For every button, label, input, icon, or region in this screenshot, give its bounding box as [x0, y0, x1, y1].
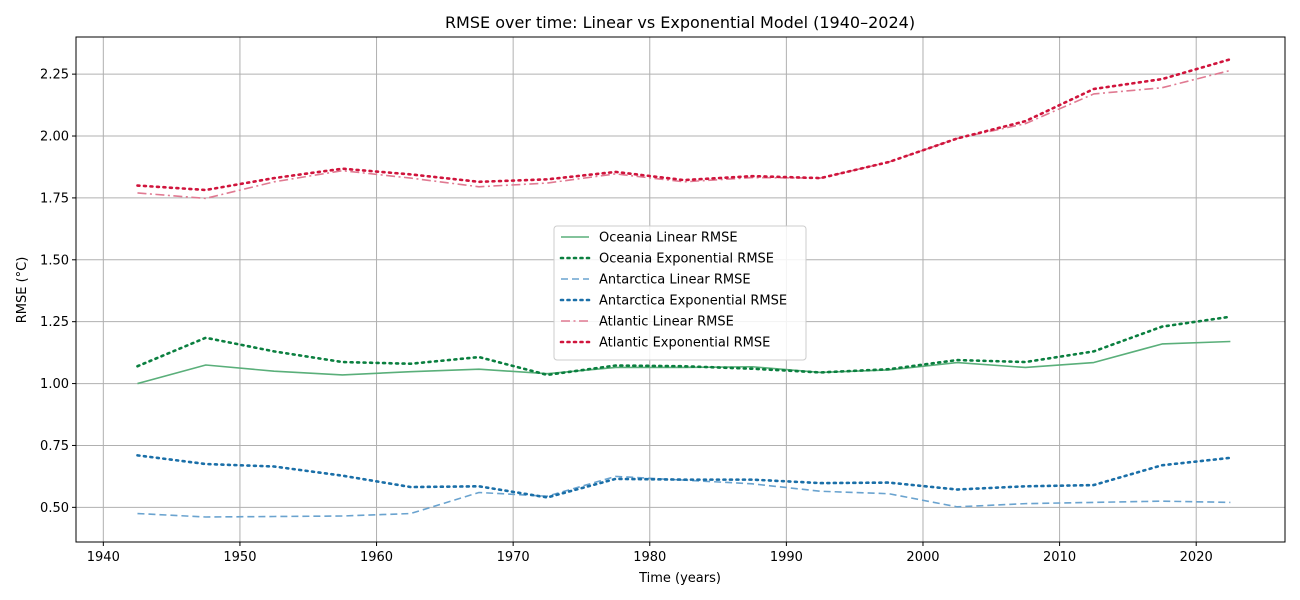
legend-entry-label: Oceania Linear RMSE	[599, 231, 738, 246]
y-axis-label: RMSE (°C)	[15, 257, 30, 324]
chart-title: RMSE over time: Linear vs Exponential Mo…	[445, 13, 915, 32]
y-tick-label: 2.25	[40, 68, 69, 83]
x-tick-label: 1950	[223, 550, 256, 565]
y-tick-label: 1.50	[40, 253, 69, 268]
series-line-5	[136, 57, 1232, 192]
y-tick-label: 0.75	[40, 439, 69, 454]
x-tick-label: 1990	[770, 550, 803, 565]
y-tick-label: 1.25	[40, 315, 69, 330]
x-tick-label: 1980	[633, 550, 666, 565]
series-line-1	[136, 315, 1232, 377]
y-axis-ticks: 0.50 0.75 1.00 1.25 1.50 1.75 2.00 2.25	[40, 68, 76, 516]
x-tick-label: 1970	[497, 550, 530, 565]
y-tick-label: 0.50	[40, 501, 69, 516]
x-tick-label: 2020	[1180, 550, 1213, 565]
legend-entry-label: Antarctica Linear RMSE	[599, 273, 751, 288]
legend-entry-label: Atlantic Linear RMSE	[599, 315, 734, 330]
x-tick-label: 1960	[360, 550, 393, 565]
y-tick-label: 1.75	[40, 191, 69, 206]
legend: Oceania Linear RMSE Oceania Exponential R…	[553, 225, 807, 361]
series-line-0	[137, 340, 1231, 385]
series-line-4	[137, 69, 1231, 200]
legend-entry-label: Antarctica Exponential RMSE	[599, 294, 787, 309]
x-axis-ticks: 1940 1950 1960 1970 1980 1990 2000 2010 2020	[87, 542, 1213, 565]
legend-entry-label: Atlantic Exponential RMSE	[599, 336, 770, 351]
series-line-3	[136, 454, 1232, 499]
x-tick-label: 2000	[906, 550, 939, 565]
x-axis-label: Time (years)	[638, 571, 721, 586]
x-tick-label: 2010	[1043, 550, 1076, 565]
legend-box	[553, 225, 807, 361]
legend-entry-label: Oceania Exponential RMSE	[599, 252, 774, 267]
plot-frame	[75, 36, 1286, 543]
series-lines	[136, 57, 1232, 518]
x-tick-label: 1940	[87, 550, 120, 565]
y-tick-label: 2.00	[40, 130, 69, 145]
y-tick-label: 1.00	[40, 377, 69, 392]
